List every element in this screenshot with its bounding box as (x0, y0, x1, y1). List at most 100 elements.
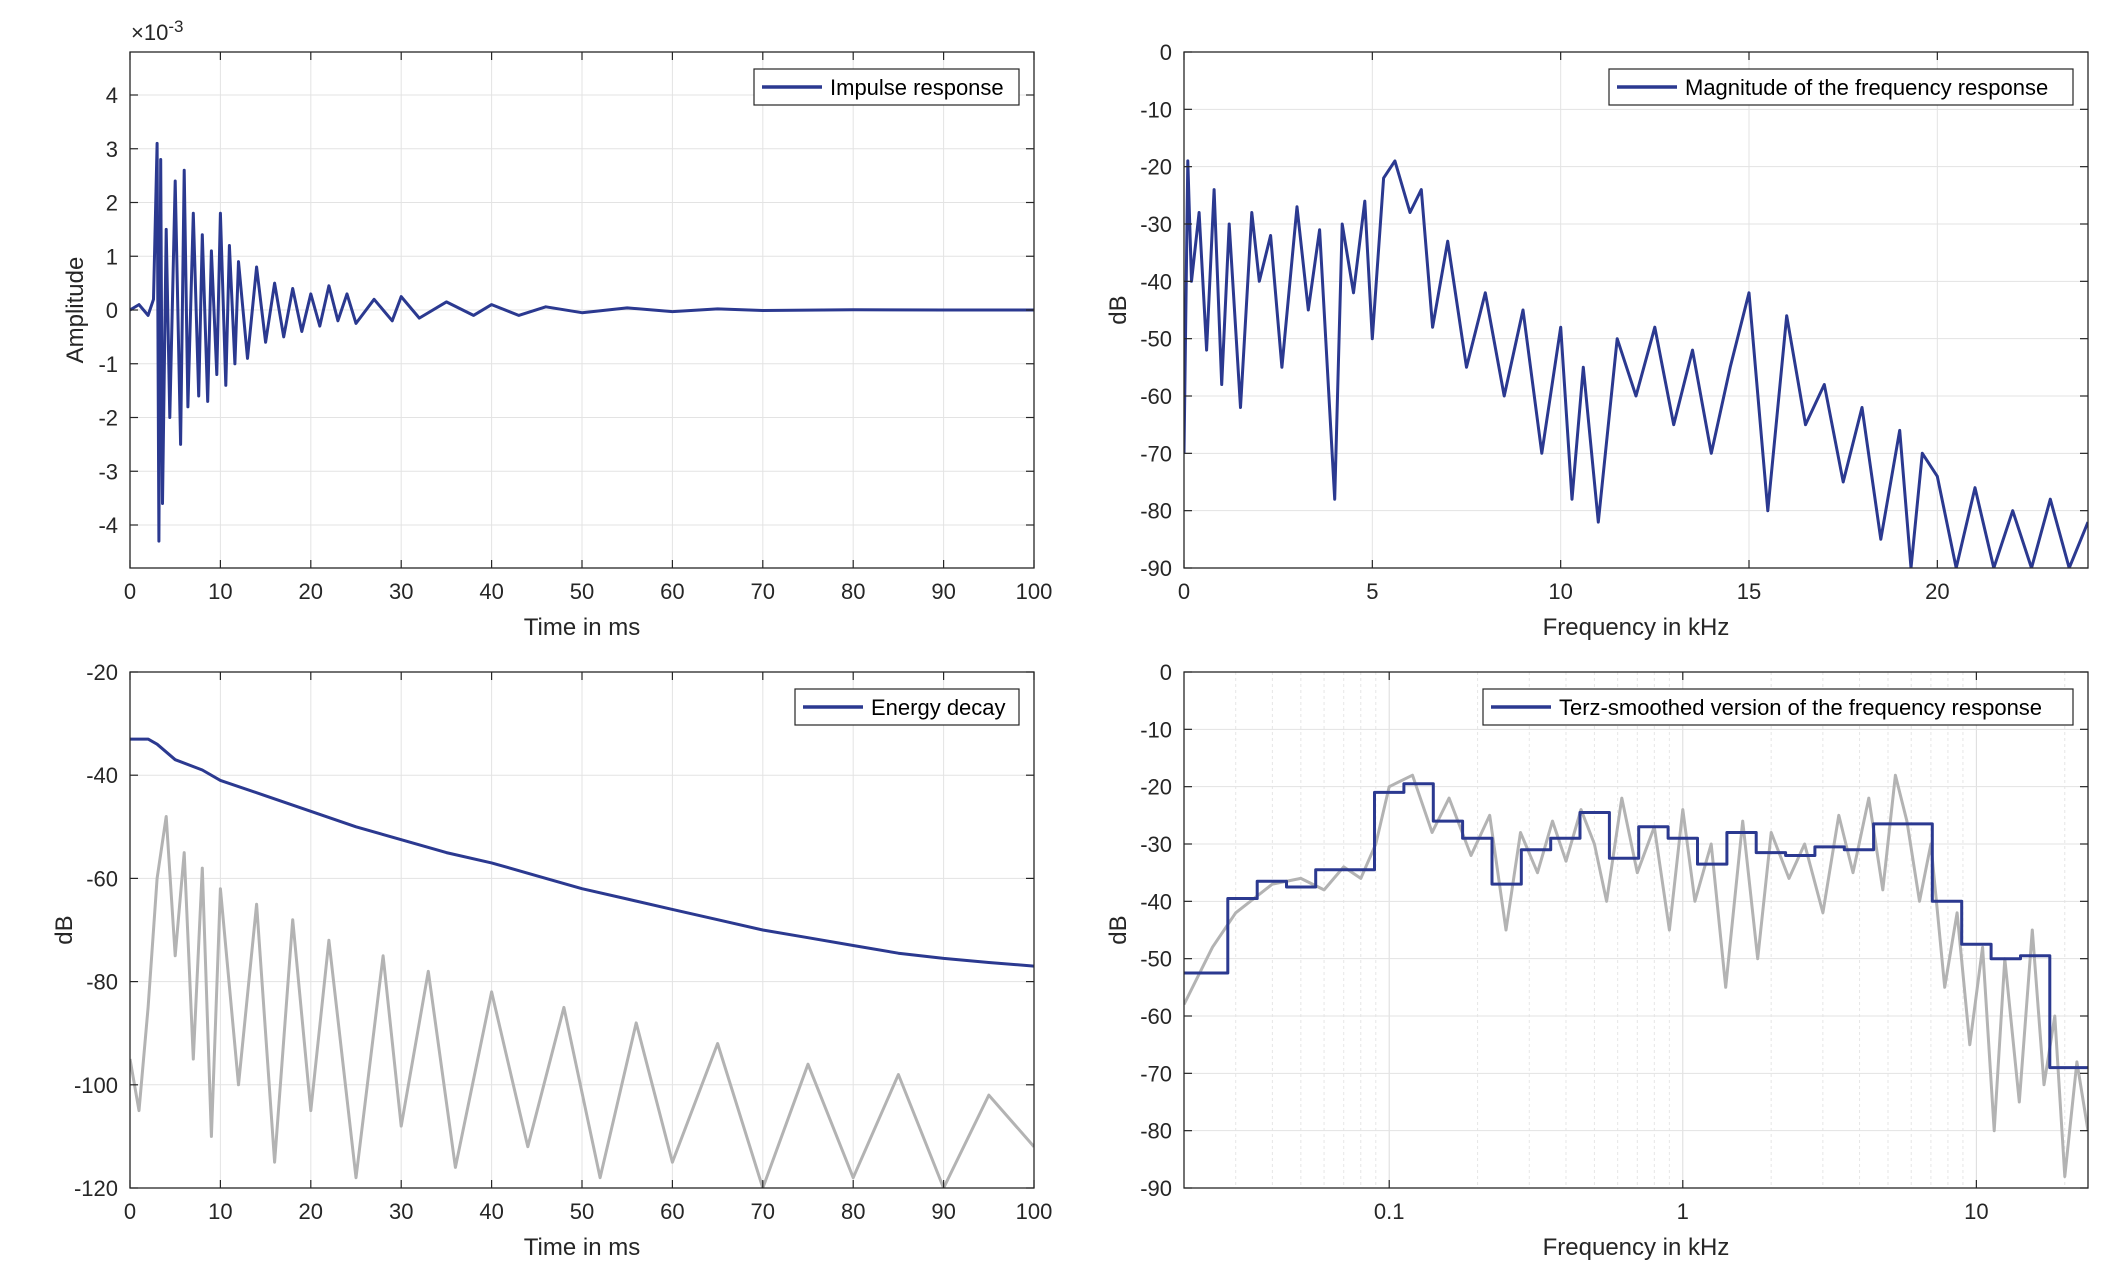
y-tick-label: 2 (106, 191, 118, 216)
y-tick-label: 1 (106, 244, 118, 269)
y-tick-label: 0 (1160, 660, 1172, 685)
x-tick-label: 10 (208, 579, 232, 604)
legend-box (1608, 68, 2074, 106)
x-tick-label: 5 (1366, 579, 1378, 604)
y-tick-label: -1 (98, 352, 118, 377)
y-tick-label: 4 (106, 83, 118, 108)
legend-label: Magnitude of the frequency response (1685, 75, 2048, 100)
legend-label: Terz-smoothed version of the frequency r… (1559, 695, 2042, 720)
y-tick-label: -40 (86, 763, 118, 788)
x-tick-label: 60 (660, 1199, 684, 1224)
legend-box (1482, 688, 2074, 726)
x-tick-label: 70 (751, 1199, 775, 1224)
series-line-gray-0 (130, 815, 1034, 1188)
plot-area (1184, 672, 2088, 1188)
x-tick-label: 80 (841, 1199, 865, 1224)
legend-label: Energy decay (871, 695, 1006, 720)
legend-label: Impulse response (830, 75, 1004, 100)
x-tick-label: 15 (1737, 579, 1761, 604)
exponent-sup: -3 (168, 17, 183, 36)
y-tick-label: -70 (1140, 441, 1172, 466)
x-tick-label: 20 (1925, 579, 1949, 604)
chart-terz: 0.1 1 10 0 -10 -20 -30 -40 -50 -60 -70 -80 -90 Freque… (1105, 660, 2089, 1261)
x-axis-label: Time in ms (524, 614, 640, 641)
chart-decay: 0 10 20 30 40 50 60 70 80 90 100 -20 -40 -60 -80 -100 -1… (51, 660, 1052, 1261)
axes-box (1183, 51, 2089, 569)
x-tick-label: 20 (299, 1199, 323, 1224)
plot-area (1184, 52, 2088, 568)
x-tick-label: 0 (124, 579, 136, 604)
x-tick-label: 0.1 (1374, 1199, 1405, 1224)
y-tick-label: -100 (74, 1073, 118, 1098)
legend: Impulse response (753, 68, 1020, 106)
y-tick-label: -90 (1140, 556, 1172, 581)
x-tick-label: 100 (1016, 1199, 1053, 1224)
x-tick-label: 0 (124, 1199, 136, 1224)
y-tick-label: -90 (1140, 1176, 1172, 1201)
y-tick-label: -60 (86, 866, 118, 891)
y-tick-label: -50 (1140, 947, 1172, 972)
y-tick-label: 0 (106, 298, 118, 323)
legend: Energy decay (794, 688, 1020, 726)
series-line-magnitude-of-the-frequency-response (1184, 159, 2088, 568)
chart-magnitude: 0 5 10 15 20 0 -10 -20 -30 -40 -50 -60 -70 -80 -90 Freq… (1105, 40, 2089, 641)
y-axis-label: dB (1105, 915, 1132, 944)
chart-impulse: 0 10 20 30 40 50 60 70 80 90 100 -4 -3 -2 -1 0 1 2 3 4 ×10-3… (62, 17, 1052, 641)
y-tick-label: -10 (1140, 717, 1172, 742)
x-tick-label: 50 (570, 1199, 594, 1224)
series-line-terz-smoothed-version-of-the-frequency-response (1184, 782, 2088, 1070)
x-tick-label: 90 (931, 1199, 955, 1224)
y-tick-label: 3 (106, 137, 118, 162)
y-tick-label: 0 (1160, 40, 1172, 65)
y-tick-label: -70 (1140, 1061, 1172, 1086)
axes-box (1183, 671, 2089, 1189)
x-tick-label: 60 (660, 579, 684, 604)
x-tick-label: 10 (1964, 1199, 1988, 1224)
y-tick-label: -120 (74, 1176, 118, 1201)
y-tick-label: -60 (1140, 384, 1172, 409)
y-tick-label: -80 (1140, 1119, 1172, 1144)
exponent-label: ×10-3 (131, 17, 183, 45)
x-tick-label: 40 (479, 579, 503, 604)
x-tick-label: 30 (389, 579, 413, 604)
y-tick-label: -30 (1140, 832, 1172, 857)
y-tick-label: -20 (1140, 775, 1172, 800)
y-tick-label: -10 (1140, 97, 1172, 122)
y-axis-label: dB (51, 915, 78, 944)
x-axis-label: Frequency in kHz (1543, 1234, 1730, 1261)
legend: Magnitude of the frequency response (1608, 68, 2074, 106)
x-tick-label: 80 (841, 579, 865, 604)
x-tick-label: 50 (570, 579, 594, 604)
y-tick-label: -80 (86, 970, 118, 995)
ticks: 0 5 10 15 20 0 -10 -20 -30 -40 -50 -60 -70 -80 -90 (1140, 40, 2088, 604)
x-tick-label: 70 (751, 579, 775, 604)
y-tick-label: -4 (98, 513, 118, 538)
y-tick-label: -20 (1140, 155, 1172, 180)
x-axis-label: Frequency in kHz (1543, 614, 1730, 641)
x-tick-label: 0 (1178, 579, 1190, 604)
series-line-gray-0 (1184, 773, 2088, 1178)
y-tick-label: -40 (1140, 889, 1172, 914)
x-tick-label: 100 (1016, 579, 1053, 604)
y-tick-label: -30 (1140, 212, 1172, 237)
y-tick-label: -2 (98, 406, 118, 431)
ticks: 0.1 1 10 0 -10 -20 -30 -40 -50 -60 -70 -80 -90 (1140, 660, 2088, 1224)
y-axis-label: Amplitude (62, 257, 89, 364)
ticks: 0 10 20 30 40 50 60 70 80 90 100 -20 -40 -60 -80 -100 -1… (74, 660, 1052, 1224)
x-tick-label: 20 (299, 579, 323, 604)
y-axis-label: dB (1105, 295, 1132, 324)
y-tick-label: -3 (98, 459, 118, 484)
legend: Terz-smoothed version of the frequency r… (1482, 688, 2074, 726)
y-tick-label: -40 (1140, 269, 1172, 294)
y-tick-label: -50 (1140, 327, 1172, 352)
x-tick-label: 90 (931, 579, 955, 604)
x-tick-label: 1 (1677, 1199, 1689, 1224)
y-tick-label: -20 (86, 660, 118, 685)
x-tick-label: 40 (479, 1199, 503, 1224)
y-tick-label: -60 (1140, 1004, 1172, 1029)
y-tick-label: -80 (1140, 499, 1172, 524)
x-axis-label: Time in ms (524, 1234, 640, 1261)
x-tick-label: 10 (1548, 579, 1572, 604)
series-line-energy-decay (130, 737, 1034, 968)
